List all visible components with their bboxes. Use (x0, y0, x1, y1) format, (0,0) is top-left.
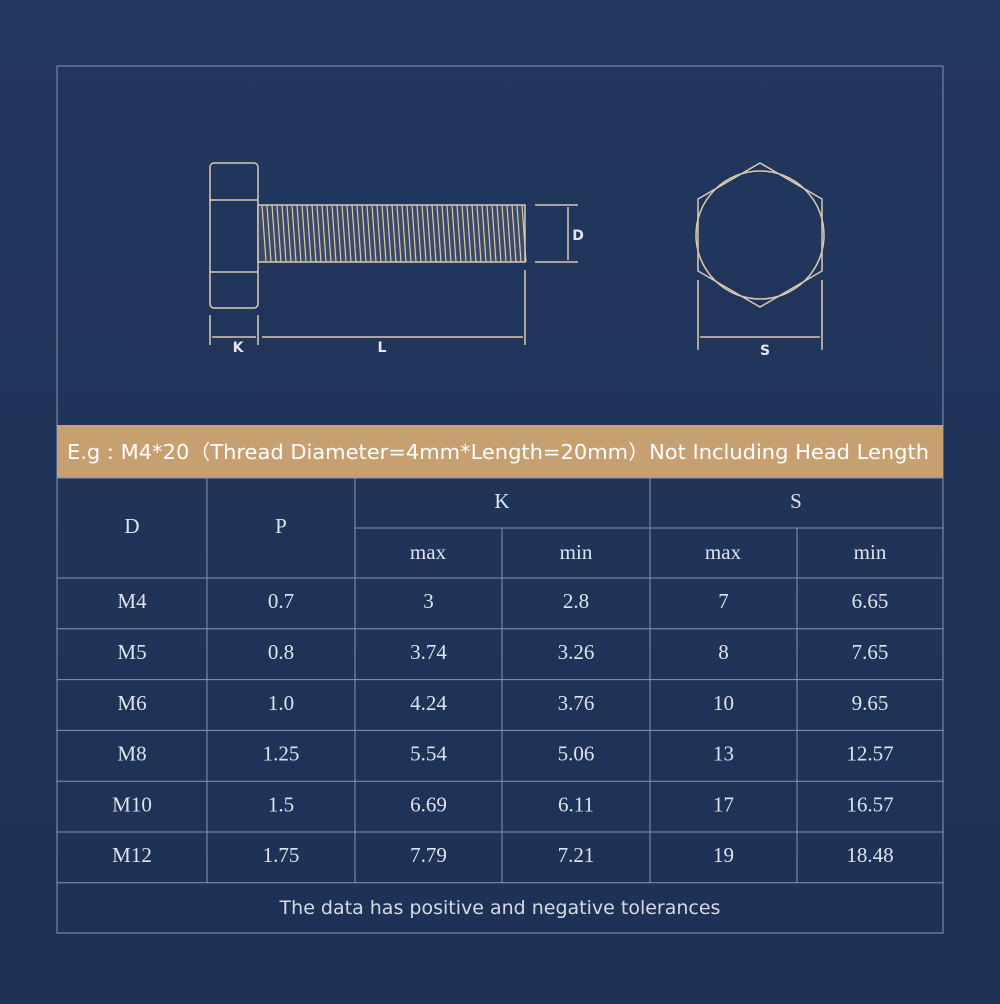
table-cell: 5.54 (410, 742, 447, 766)
table-cell: 18.48 (846, 843, 893, 867)
dim-label: K (233, 340, 245, 356)
table-cell: 8 (718, 640, 729, 664)
header-cell: min (560, 540, 593, 564)
table-cell: 1.5 (268, 792, 294, 816)
table-cell: 3.74 (410, 640, 447, 664)
table-cell: 3 (423, 589, 434, 613)
table-cell: 1.75 (263, 843, 300, 867)
table-cell: 5.06 (558, 742, 595, 766)
table-cell: M10 (112, 792, 152, 816)
header-cell: min (854, 540, 887, 564)
header-cell: max (410, 540, 447, 564)
table-cell: 6.11 (558, 792, 594, 816)
table-cell: 6.65 (852, 589, 889, 613)
table-cell: 2.8 (563, 589, 589, 613)
table-cell: 7.21 (558, 843, 595, 867)
table-cell: 0.7 (268, 589, 294, 613)
header-cell: P (275, 514, 287, 538)
dim-label: D (572, 228, 584, 244)
table-cell: 12.57 (846, 742, 893, 766)
table-cell: 1.0 (268, 691, 294, 715)
table-cell: 16.57 (846, 792, 893, 816)
table-cell: M5 (117, 640, 146, 664)
header-cell: D (124, 514, 139, 538)
banner (57, 425, 943, 478)
banner-text: E.g : M4*20（Thread Diameter=4mm*Length=2… (67, 440, 929, 464)
table-cell: 10 (713, 691, 734, 715)
table-cell: 4.24 (410, 691, 447, 715)
header-cell: S (790, 489, 802, 513)
header-cell: K (494, 489, 509, 513)
table-cell: M6 (117, 691, 146, 715)
table-cell: 7.65 (852, 640, 889, 664)
footer-note: The data has positive and negative toler… (279, 897, 721, 919)
table-cell: 3.76 (558, 691, 595, 715)
table-cell: 9.65 (852, 691, 889, 715)
table-cell: 7.79 (410, 843, 447, 867)
table-cell: 17 (713, 792, 734, 816)
dim-label: S (760, 343, 770, 359)
table-cell: M8 (117, 742, 146, 766)
dim-label: L (378, 340, 387, 356)
table-cell: 1.25 (263, 742, 300, 766)
table-cell: 13 (713, 742, 734, 766)
table-cell: 6.69 (410, 792, 447, 816)
bolt-drawing (209, 162, 825, 350)
table-cell: M12 (112, 843, 152, 867)
table-cell: 19 (713, 843, 734, 867)
table-cell: M4 (117, 589, 147, 613)
table-cell: 7 (718, 589, 729, 613)
table-cell: 3.26 (558, 640, 595, 664)
table-cell: 0.8 (268, 640, 294, 664)
header-cell: max (705, 540, 742, 564)
table-grid (56, 477, 944, 884)
